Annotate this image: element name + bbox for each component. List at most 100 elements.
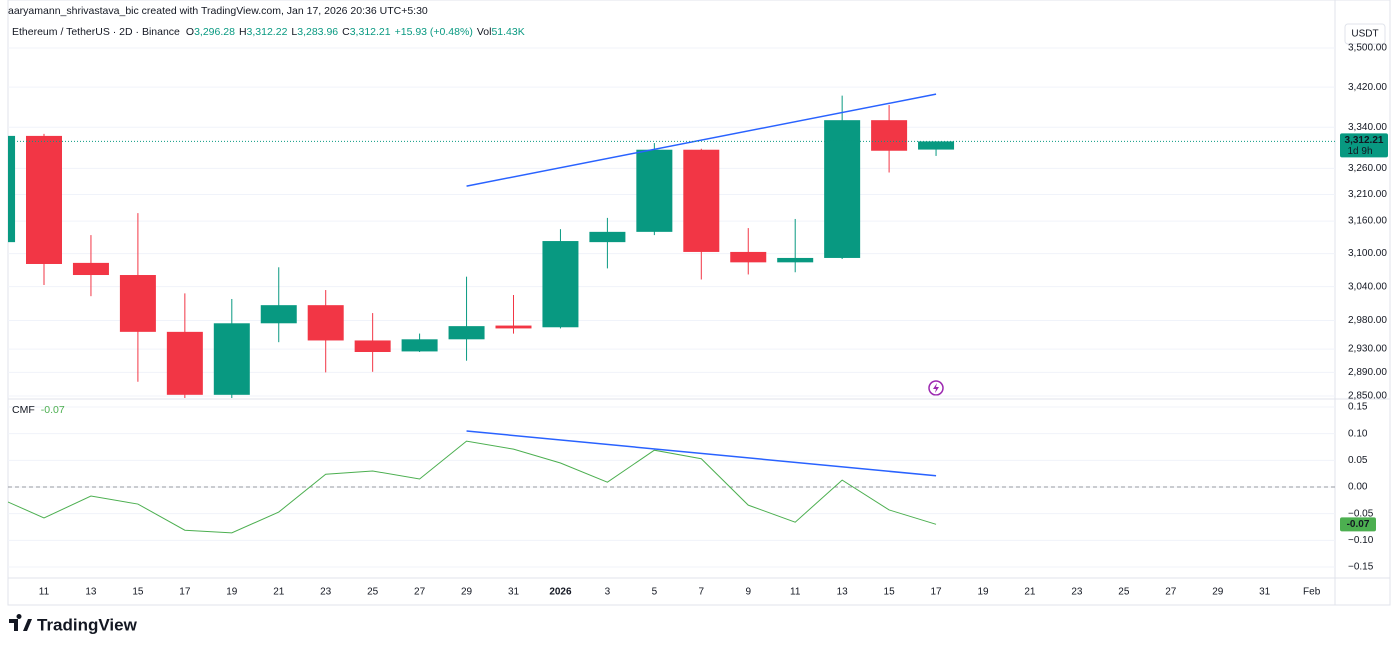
change: +15.93 (+0.48%) [395, 26, 473, 38]
x-tick-label: 23 [320, 587, 332, 598]
x-tick-label: 15 [884, 587, 896, 598]
currency: USDT [1351, 29, 1378, 40]
candle-body [26, 135, 62, 264]
x-tick-label: 5 [652, 587, 658, 598]
candle-body [589, 231, 626, 243]
x-tick-label: 29 [461, 587, 473, 598]
candle-body [119, 275, 156, 332]
trend-line [466, 430, 937, 477]
x-tick-label: 27 [414, 587, 426, 598]
y-tick-label: 3,160.00 [1348, 216, 1387, 227]
candle-body [260, 305, 297, 324]
candle-body [448, 326, 485, 340]
candle-body [166, 331, 203, 395]
x-tick-label: 27 [1165, 587, 1177, 598]
candle-body [495, 325, 532, 329]
last-price-label: 3,312.21 [1345, 135, 1384, 146]
y-tick-label: 0.00 [1348, 482, 1368, 493]
ohlc-key: O [186, 26, 194, 38]
cmf-name: CMF [12, 404, 35, 416]
ohlc-key: L [291, 26, 297, 38]
y-tick-label: −0.10 [1348, 535, 1374, 546]
candle-body [636, 149, 673, 232]
x-tick-label: 17 [179, 587, 191, 598]
y-tick-label: 2,930.00 [1348, 344, 1387, 355]
candle-body [683, 149, 720, 252]
candle-body [542, 241, 579, 328]
candle-body [213, 323, 250, 395]
x-tick-label: 11 [39, 587, 50, 598]
candle-body [730, 251, 767, 263]
cmf-value-box [1340, 517, 1376, 532]
last-price-box [1340, 133, 1388, 158]
ohlc-key: C [342, 26, 350, 38]
x-tick-label: 19 [226, 587, 238, 598]
x-tick-label: 9 [745, 587, 751, 598]
logo-text: TradingView [37, 615, 138, 634]
cmf-pane [8, 406, 1335, 568]
bolt-icon [928, 380, 944, 396]
currency-box [1344, 23, 1386, 45]
price-pane [8, 47, 1335, 398]
y-tick-label: −0.05 [1348, 508, 1374, 519]
x-tick-label: Feb [1303, 587, 1321, 598]
x-tick-label: 15 [132, 587, 144, 598]
credit: aaryamann_shrivastava_bic created with T… [8, 5, 428, 17]
candle-body [354, 340, 391, 353]
y-tick-label: 2,890.00 [1348, 367, 1387, 378]
x-tick-label: 21 [273, 587, 285, 598]
x-tick-label: 13 [85, 587, 97, 598]
x-tick-label: 23 [1071, 587, 1083, 598]
ohlc-value: 3,296.28 [194, 26, 235, 38]
y-tick-label: −0.15 [1348, 562, 1374, 573]
y-tick-label: 3,340.00 [1348, 122, 1387, 133]
x-tick-label: 19 [977, 587, 989, 598]
ohlc-value: 3,283.96 [297, 26, 338, 38]
symbol: Ethereum / TetherUS · 2D · Binance [12, 26, 180, 38]
x-tick-label: 25 [1118, 587, 1130, 598]
ohlc-value: 3,312.21 [350, 26, 391, 38]
x-tick-label: 31 [1259, 587, 1271, 598]
cmf-value: -0.07 [41, 404, 65, 416]
candle-body [824, 120, 861, 258]
y-tick-label: 3,100.00 [1348, 248, 1387, 259]
ohlc-value: 3,312.22 [247, 26, 288, 38]
y-tick-label: 0.15 [1348, 402, 1368, 413]
cmf-value-label: -0.07 [1347, 519, 1370, 530]
x-tick-label: 7 [699, 587, 705, 598]
candle-body [777, 257, 814, 263]
cmf-line [8, 440, 937, 534]
x-tick-label: 11 [790, 587, 801, 598]
vol-key: Vol [477, 26, 492, 38]
x-tick-label: 29 [1212, 587, 1224, 598]
candle-body [918, 141, 955, 150]
logo-mark [9, 614, 32, 631]
x-tick-label: 21 [1024, 587, 1036, 598]
y-tick-label: 2,980.00 [1348, 315, 1387, 326]
candle-body [871, 120, 908, 151]
x-tick-label: 13 [837, 587, 849, 598]
frame [7, 0, 1391, 606]
candle-body [8, 135, 16, 243]
y-tick-label: 0.10 [1348, 428, 1368, 439]
x-tick-label: 17 [930, 587, 942, 598]
x-tick-label: 31 [508, 587, 520, 598]
candle-body [72, 262, 109, 276]
y-tick-label: 3,260.00 [1348, 163, 1387, 174]
legend: Ethereum / TetherUS · 2D · Binance O3,296… [12, 26, 525, 38]
x-tick-label: 2026 [549, 587, 572, 598]
vol-value: 51.43K [491, 26, 524, 38]
y-tick-label: 3,420.00 [1348, 82, 1387, 93]
candle-body [401, 339, 438, 352]
x-tick-label: 25 [367, 587, 379, 598]
candle-body [307, 305, 344, 341]
y-tick-label: 3,500.00 [1348, 43, 1387, 54]
logo: TradingView [9, 614, 138, 634]
countdown: 1d 9h [1347, 146, 1372, 157]
y-tick-label: 0.05 [1348, 455, 1368, 466]
y-tick-label: 3,040.00 [1348, 281, 1387, 292]
y-tick-label: 2,850.00 [1348, 391, 1387, 402]
trend-line [466, 93, 937, 187]
